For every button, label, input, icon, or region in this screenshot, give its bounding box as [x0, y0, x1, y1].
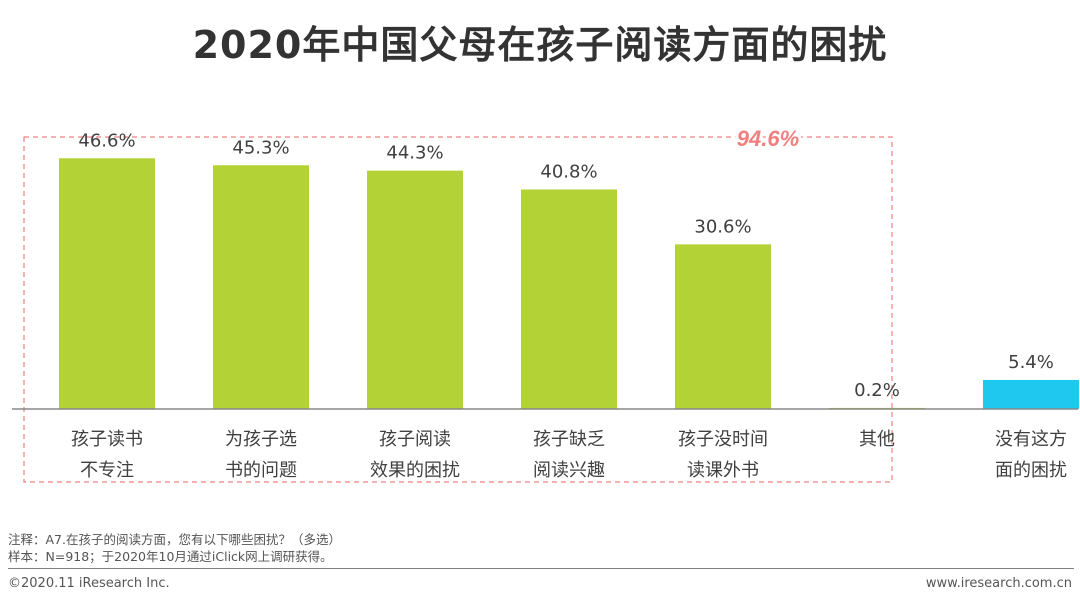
bar-value-label: 5.4% [1008, 352, 1054, 373]
category-label: 孩子缺乏 [533, 429, 605, 450]
category-label: 读课外书 [687, 460, 759, 481]
website-url: www.iresearch.com.cn [925, 576, 1072, 591]
bar-value-label: 46.6% [78, 130, 135, 151]
category-label: 效果的困扰 [370, 460, 460, 481]
footer-divider [8, 568, 1074, 569]
bar [213, 165, 309, 409]
copyright-text: ©2020.11 iResearch Inc. [8, 576, 170, 591]
highlight-total-label: 94.6% [737, 126, 799, 151]
bar-value-label: 44.3% [386, 143, 443, 164]
category-label: 为孩子选 [225, 429, 297, 450]
bar [675, 244, 771, 409]
category-label: 孩子阅读 [379, 429, 451, 450]
footnote-question: 注释：A7.在孩子的阅读方面，您有以下哪些困扰？（多选） [8, 532, 341, 547]
bar [59, 158, 155, 409]
bar-value-label: 0.2% [854, 380, 900, 401]
category-label: 不专注 [80, 460, 134, 481]
bar-value-label: 30.6% [694, 216, 751, 237]
category-label: 没有这方 [995, 429, 1067, 450]
category-label: 孩子没时间 [678, 429, 768, 450]
category-label: 阅读兴趣 [533, 460, 605, 481]
category-label: 书的问题 [225, 460, 297, 481]
bar-value-label: 40.8% [540, 161, 597, 182]
category-label: 其他 [859, 429, 895, 450]
footnotes: 注释：A7.在孩子的阅读方面，您有以下哪些困扰？（多选） 样本：N=918；于2… [8, 531, 341, 565]
highlight-box [23, 136, 893, 483]
category-label: 面的困扰 [995, 460, 1067, 481]
bar [367, 170, 463, 409]
category-label: 孩子读书 [71, 429, 143, 450]
chart-title: 2020年中国父母在孩子阅读方面的困扰 [192, 23, 888, 67]
bar-value-label: 45.3% [232, 137, 289, 158]
bar [983, 379, 1079, 409]
bar [521, 189, 617, 409]
footnote-sample: 样本：N=918；于2020年10月通过iClick网上调研获得。 [8, 549, 333, 564]
